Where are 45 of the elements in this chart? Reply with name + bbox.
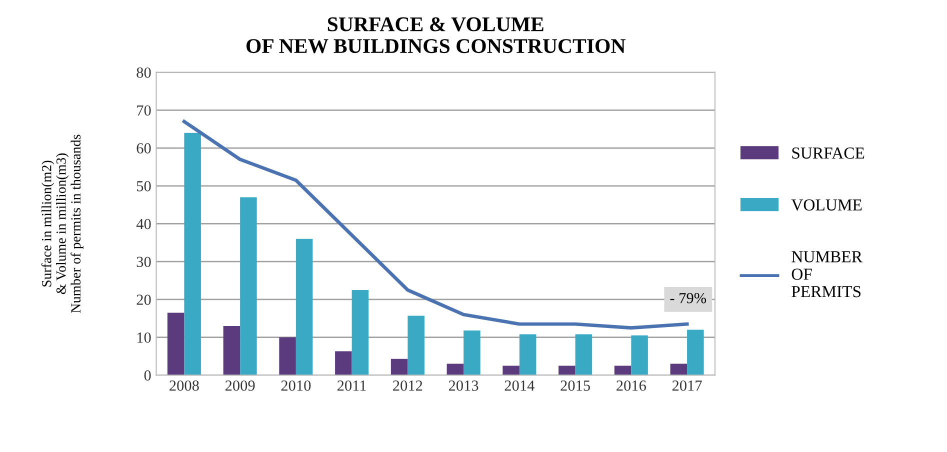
y-axis-title: Surface in million(m2) & Volume in million(m3) Number of permits in thousands bbox=[41, 134, 84, 313]
bar bbox=[223, 326, 240, 376]
x-tick-label: 2015 bbox=[560, 380, 590, 391]
y-tick-label: 50 bbox=[137, 181, 151, 192]
legend-label: VOLUME bbox=[791, 199, 862, 211]
x-tick-label: 2017 bbox=[672, 380, 702, 391]
bar bbox=[575, 334, 592, 376]
x-tick-label: 2016 bbox=[616, 380, 646, 391]
y-tick-label: 30 bbox=[136, 256, 151, 268]
y-tick-label: 20 bbox=[136, 294, 151, 305]
annotation: - 79% bbox=[670, 292, 706, 304]
bar bbox=[184, 132, 201, 376]
bar bbox=[352, 290, 369, 376]
bar bbox=[670, 364, 688, 376]
bar bbox=[519, 334, 536, 376]
y-tick-label: 70 bbox=[137, 105, 151, 116]
x-tick-label: 2010 bbox=[281, 380, 311, 391]
x-tick-label: 2013 bbox=[448, 380, 478, 391]
bar bbox=[279, 337, 296, 376]
bar bbox=[296, 238, 313, 376]
x-tick-label: 2014 bbox=[504, 380, 534, 391]
bar bbox=[335, 351, 352, 376]
y-tick-label: 0 bbox=[144, 370, 151, 381]
bar bbox=[446, 364, 464, 376]
bar bbox=[390, 358, 408, 376]
x-tick-label: 2011 bbox=[337, 380, 366, 391]
bar bbox=[408, 316, 424, 376]
y-tick-label: 80 bbox=[136, 67, 151, 78]
y-tick-label: 60 bbox=[136, 143, 151, 154]
x-tick-label: 2012 bbox=[393, 380, 422, 391]
legend-label: NUMBER OF PERMITS bbox=[792, 251, 862, 298]
bar bbox=[631, 335, 648, 376]
bar bbox=[240, 197, 257, 376]
x-tick-label: 2008 bbox=[170, 380, 199, 391]
bar bbox=[464, 330, 480, 376]
chart-title: SURFACE & VOLUME OF NEW BUILDINGS CONSTRUCTION bbox=[246, 17, 626, 54]
y-tick-label: 10 bbox=[137, 332, 151, 343]
x-tick-label: 2009 bbox=[225, 380, 255, 391]
bar bbox=[558, 366, 576, 376]
bar bbox=[167, 312, 184, 376]
bar bbox=[502, 366, 520, 376]
legend-label: SURFACE bbox=[792, 148, 864, 159]
bar bbox=[614, 366, 632, 376]
bar bbox=[687, 330, 704, 376]
y-tick-label: 40 bbox=[136, 218, 151, 230]
